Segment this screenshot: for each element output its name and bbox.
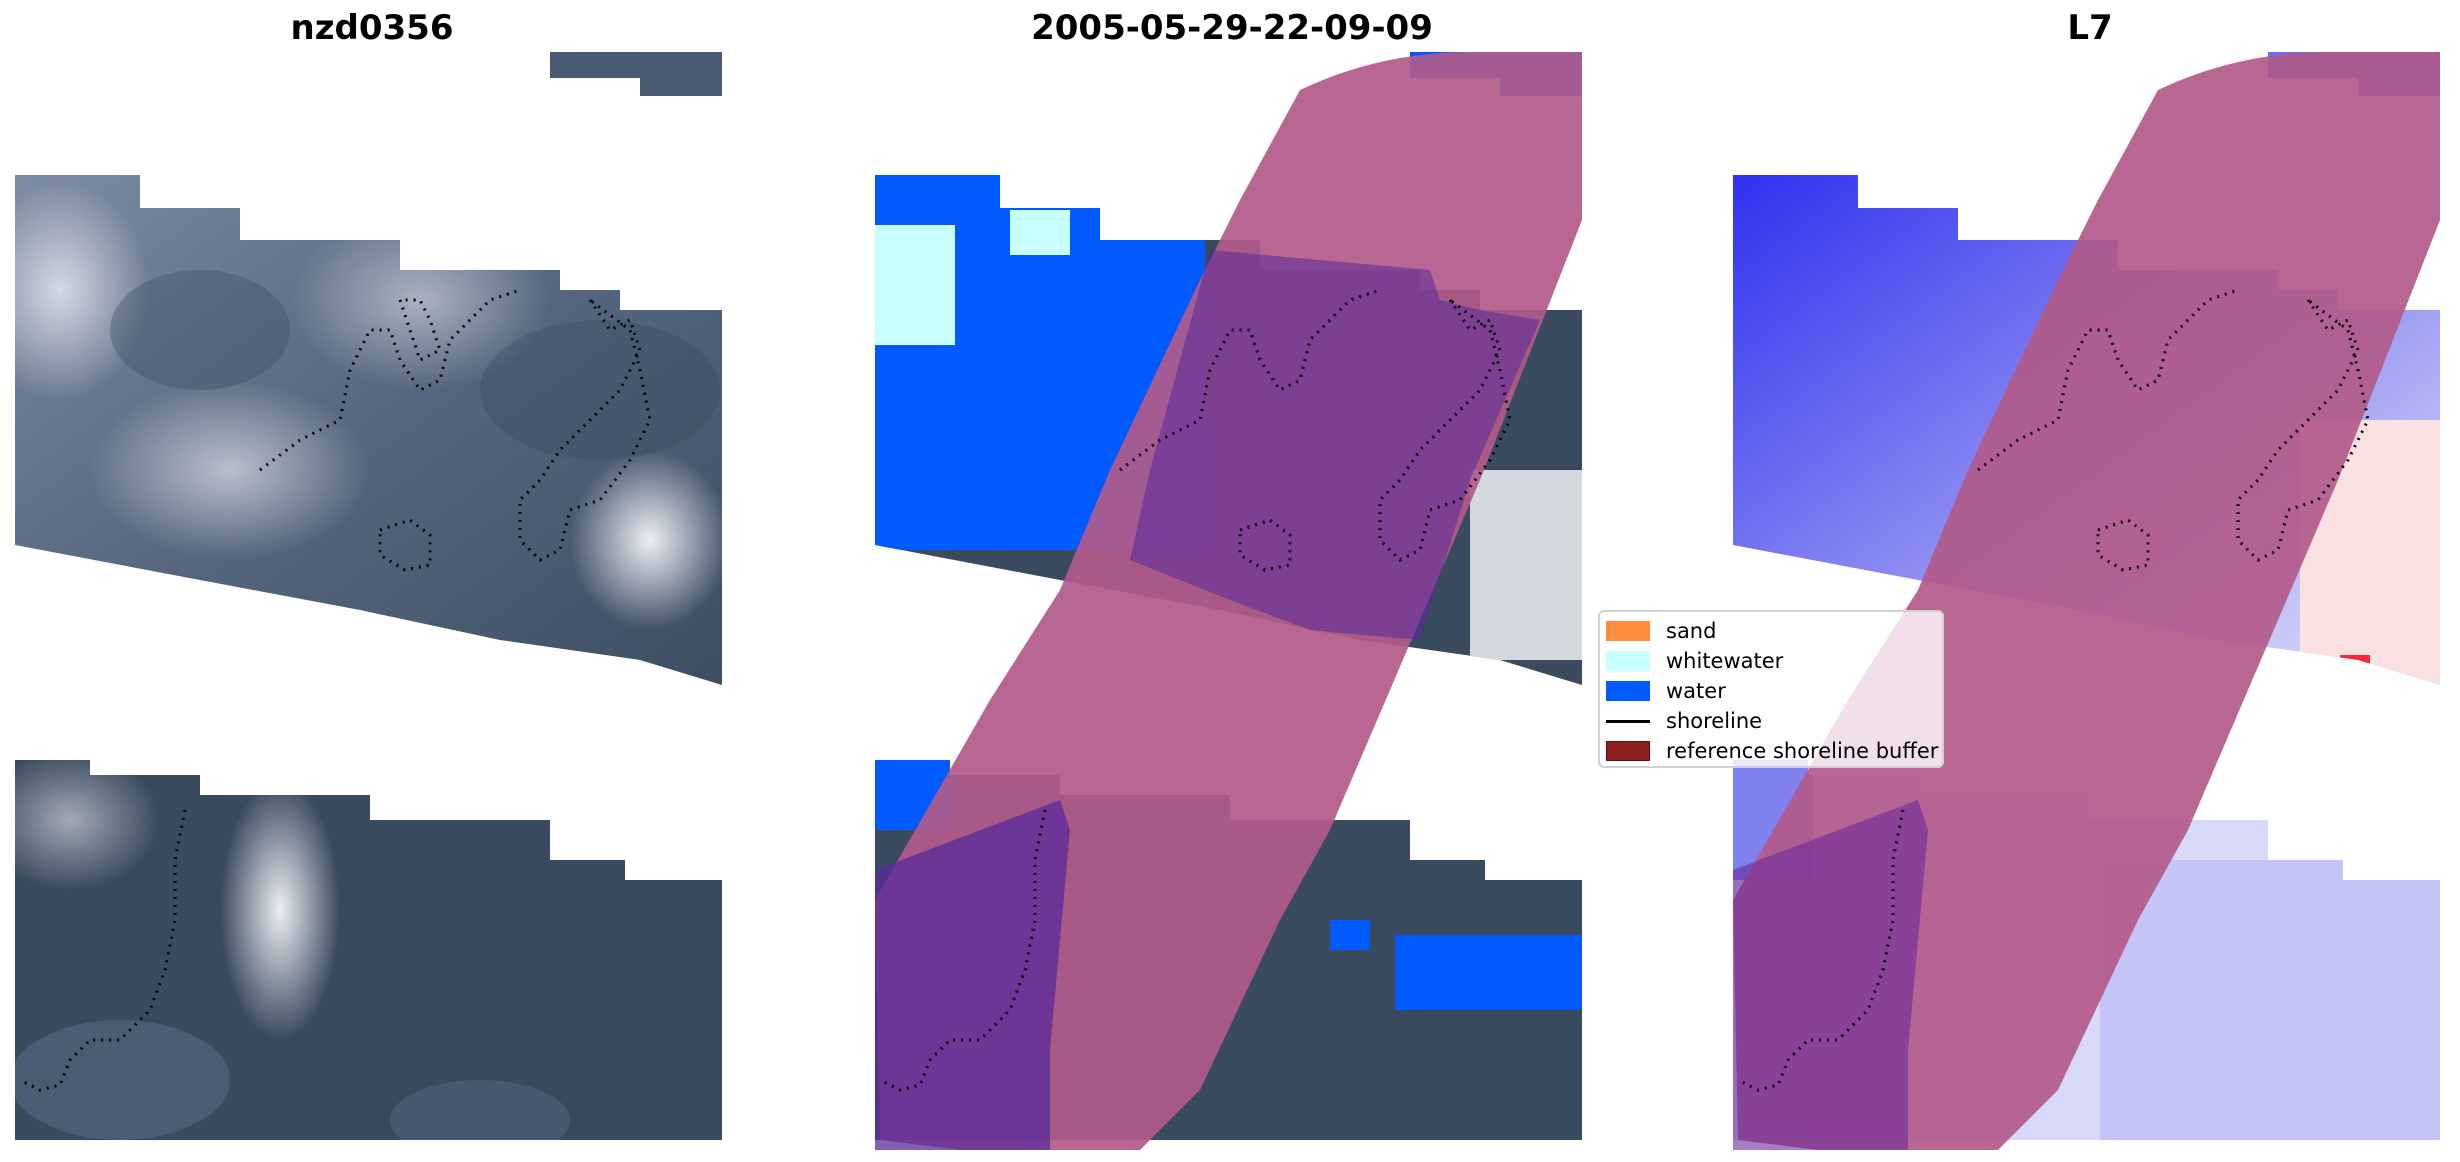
- legend-label: whitewater: [1666, 649, 1784, 673]
- whitewater-swatch: [1606, 651, 1650, 671]
- legend: sand whitewater water shoreline referenc…: [1598, 610, 1944, 768]
- legend-item-shoreline: shoreline: [1606, 706, 1762, 736]
- legend-item-water: water: [1606, 676, 1726, 706]
- panel-title-image: nzd0356: [290, 8, 454, 48]
- legend-item-sand: sand: [1606, 616, 1716, 646]
- legend-label: sand: [1666, 619, 1717, 643]
- shoreline-line-swatch: [1606, 719, 1650, 723]
- whitewater-region: [875, 225, 955, 345]
- legend-label: shoreline: [1666, 709, 1763, 733]
- mndwi-shoreline: [1737, 288, 2370, 1092]
- panel-title-classification: 2005-05-29-22-09-09: [1031, 8, 1433, 48]
- legend-label: reference shoreline buffer: [1666, 739, 1939, 763]
- buffer-swatch: [1606, 741, 1650, 761]
- legend-label: water: [1666, 679, 1726, 703]
- classification-shoreline: [879, 288, 1512, 1092]
- panel-title-mndwi: L7: [2067, 8, 2113, 48]
- image-corner-strip: [550, 52, 722, 96]
- legend-item-buffer: reference shoreline buffer: [1606, 736, 1938, 766]
- water-swatch: [1606, 681, 1650, 701]
- sand-swatch: [1606, 621, 1650, 641]
- shoreline-dotted: [19, 288, 652, 1092]
- legend-item-whitewater: whitewater: [1606, 646, 1783, 676]
